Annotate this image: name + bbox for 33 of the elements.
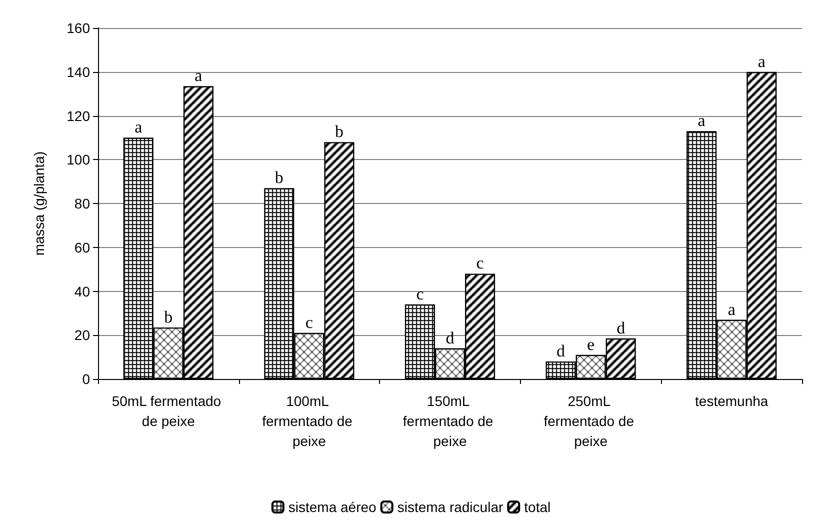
data-label: b — [334, 122, 344, 142]
data-label: c — [476, 254, 484, 273]
legend-label: total — [524, 499, 551, 515]
data-label: a — [194, 66, 203, 86]
x-tick-label: 50mL fermentado de peixe — [112, 393, 225, 429]
x-tick-label: 250mL fermentado de peixe — [544, 393, 638, 449]
legend-label: sistema radicular — [397, 499, 504, 515]
data-label: e — [587, 334, 595, 354]
data-label: d — [446, 328, 455, 348]
y-tick-label: 0 — [82, 371, 90, 387]
data-label: d — [616, 318, 626, 338]
y-tick-label: 100 — [66, 152, 90, 168]
y-axis-title: massa (g/planta) — [31, 151, 47, 256]
data-label: b — [274, 168, 284, 188]
x-tick-label: testemunha — [695, 393, 768, 409]
data-label: a — [698, 111, 706, 130]
data-label: a — [758, 52, 766, 71]
x-tick-label: 150mL fermentado de peixe — [402, 393, 498, 449]
y-tick-label: 160 — [66, 20, 90, 36]
data-label: d — [556, 341, 566, 360]
data-label: a — [728, 300, 736, 319]
y-tick-label: 60 — [74, 239, 90, 256]
y-tick-label: 120 — [66, 108, 90, 124]
data-label: c — [416, 284, 424, 304]
y-tick-label: 140 — [66, 64, 90, 80]
legend-label: sistema aéreo — [288, 499, 377, 515]
data-label: b — [164, 307, 173, 326]
x-tick-label: 100mL fermentado de peixe — [262, 393, 356, 449]
y-tick-label: 80 — [74, 196, 90, 212]
data-label: a — [134, 118, 143, 137]
y-tick-label: 20 — [74, 327, 90, 344]
data-label: c — [305, 312, 314, 332]
y-tick-label: 40 — [74, 283, 90, 300]
